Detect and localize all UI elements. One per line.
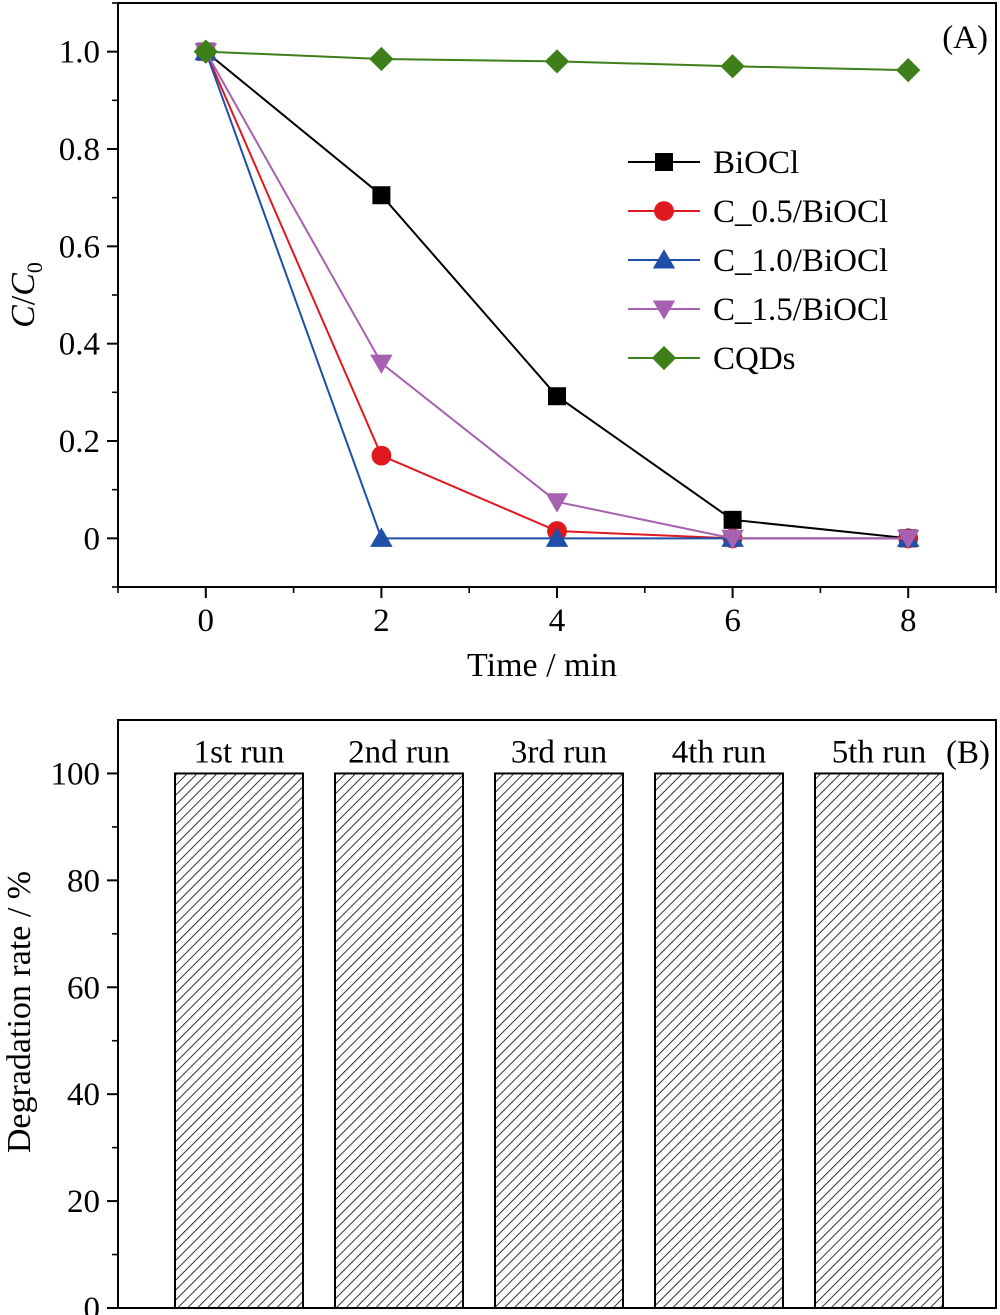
legend-marker (654, 201, 674, 221)
panel-a-line-chart: 0 2 4 6 8 0 0.2 0.4 0.6 0.8 1.0 BiOCl C_0.5/BiOCl C_… (5, 2, 997, 684)
y-tick-label: 80 (67, 863, 100, 899)
data-point (372, 186, 391, 205)
y-tick-label: 0 (84, 1291, 101, 1315)
panel-b-bars: 1st run 2nd run 3rd run 4th run 5th run (174, 734, 944, 1309)
legend-item-biocl: BiOCl (628, 145, 799, 181)
x-tick-label: 0 (198, 603, 215, 639)
legend-marker (652, 249, 676, 269)
data-point (896, 529, 920, 550)
legend-item-c-0-5-biocl: C_0.5/BiOCl (628, 194, 888, 230)
y-tick-label: 0.4 (59, 327, 100, 363)
data-point (370, 527, 393, 547)
bar-category-label: 1st run (194, 734, 285, 770)
panel-a-label: (A) (942, 20, 988, 56)
panel-a-legend: BiOCl C_0.5/BiOCl C_1.0/BiOCl C_1.5/BiOCl CQ… (628, 145, 888, 377)
x-tick-label: 2 (373, 603, 390, 639)
bar-group: 2nd run (334, 734, 464, 1309)
y-tick-label: 100 (51, 756, 101, 792)
legend-marker (652, 300, 676, 320)
bar-category-label: 2nd run (348, 734, 450, 770)
y-tick-label: 20 (67, 1184, 100, 1220)
legend-marker (655, 153, 673, 171)
bar (814, 772, 944, 1309)
panel-a-y-axis-title: C/C0 (5, 262, 47, 328)
x-tick-label: 8 (900, 603, 917, 639)
data-point (545, 493, 569, 513)
data-point (369, 46, 394, 72)
panel-b-bar-chart: 0 20 40 60 80 100 1st run 2nd run 3rd run 4th ru… (1, 719, 997, 1315)
y-tick-label: 0.2 (59, 424, 100, 460)
legend-item-cqds: CQDs (628, 341, 796, 377)
y-tick-label: 1.0 (59, 35, 100, 71)
bar (174, 772, 304, 1309)
bar-category-label: 3rd run (511, 734, 607, 770)
y-tick-label: 40 (67, 1077, 100, 1113)
bar-group: 3rd run (494, 734, 624, 1309)
bar-group: 1st run (174, 734, 304, 1309)
legend-label: BiOCl (713, 145, 799, 181)
y-tick-label: 0.6 (59, 229, 100, 265)
data-point (545, 527, 569, 547)
y-tick-label: 0 (84, 521, 101, 557)
bar (654, 772, 784, 1309)
series-cqds (193, 39, 921, 83)
legend-label: C_1.0/BiOCl (713, 243, 888, 279)
bar-category-label: 5th run (832, 734, 926, 770)
bar (334, 772, 464, 1309)
panel-a-x-axis-title: Time / min (467, 647, 617, 684)
data-point (896, 58, 921, 83)
data-point (720, 54, 745, 79)
panel-a-series (193, 39, 921, 550)
legend-label: C_1.5/BiOCl (713, 292, 888, 328)
data-point (721, 529, 744, 550)
data-point (193, 39, 218, 64)
data-point (370, 354, 393, 374)
data-point (548, 387, 566, 406)
legend-label: CQDs (713, 341, 796, 377)
panel-a-ticks: 0 2 4 6 8 0 0.2 0.4 0.6 0.8 1.0 (59, 2, 997, 639)
y-tick-label: 0.8 (59, 132, 100, 168)
panel-b-ticks: 0 20 40 60 80 100 (51, 756, 118, 1315)
data-point (723, 510, 742, 529)
data-point (544, 49, 570, 74)
bar-group: 5th run (814, 734, 944, 1309)
legend-item-c-1-0-biocl: C_1.0/BiOCl (628, 243, 888, 279)
panel-b-y-axis-title: Degradation rate / % (1, 871, 38, 1153)
legend-label: C_0.5/BiOCl (713, 194, 888, 230)
x-tick-label: 4 (549, 603, 566, 639)
data-point (371, 445, 392, 466)
legend-item-c-1-5-biocl: C_1.5/BiOCl (628, 292, 888, 328)
bar (494, 772, 624, 1309)
legend-marker (651, 345, 677, 371)
panel-b-label: (B) (946, 735, 990, 771)
x-tick-label: 6 (724, 603, 741, 639)
bar-group: 4th run (654, 734, 784, 1309)
bar-category-label: 4th run (672, 734, 766, 770)
y-tick-label: 60 (67, 970, 100, 1006)
